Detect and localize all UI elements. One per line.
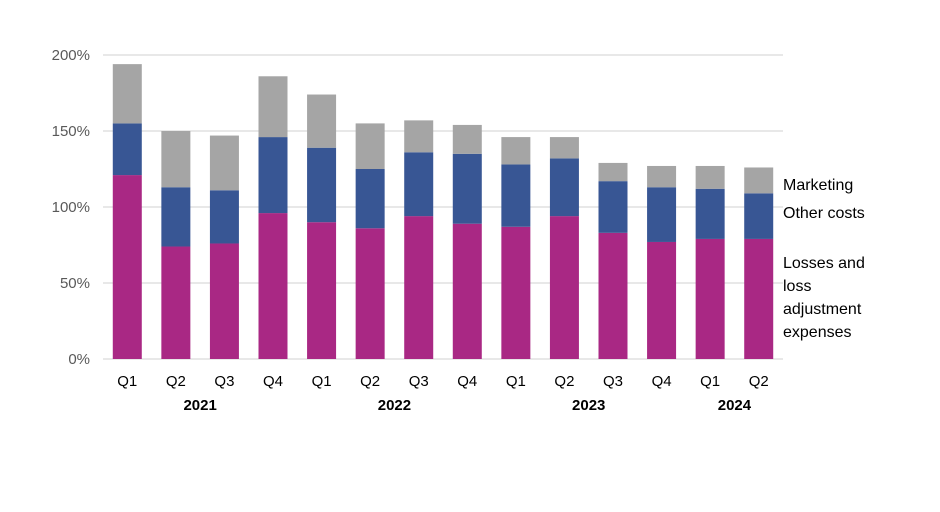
bar-segment-losses-and-loss-adjustment-expenses bbox=[112, 175, 142, 359]
bar-segment-losses-and-loss-adjustment-expenses bbox=[549, 216, 579, 359]
bar-segment-other-costs bbox=[452, 153, 482, 224]
year-labels: 2021 2022 2023 2024 bbox=[183, 397, 751, 414]
bar-segment-marketing bbox=[112, 64, 142, 124]
bar-segment-losses-and-loss-adjustment-expenses bbox=[355, 228, 385, 359]
bar-segment-losses-and-loss-adjustment-expenses bbox=[598, 232, 628, 359]
x-tick-label: Q4 bbox=[652, 373, 672, 390]
bar-segment-marketing bbox=[258, 76, 288, 138]
x-tick-label: Q3 bbox=[603, 373, 623, 390]
legend-entry: loss bbox=[783, 278, 811, 295]
year-label: 2023 bbox=[572, 397, 605, 414]
bar-segment-marketing bbox=[355, 123, 385, 169]
bar-segment-marketing bbox=[209, 135, 239, 191]
bar-segment-other-costs bbox=[404, 152, 434, 217]
x-tick-label: Q3 bbox=[409, 373, 429, 390]
year-label: 2021 bbox=[183, 397, 216, 414]
bars bbox=[112, 64, 774, 359]
bar-segment-losses-and-loss-adjustment-expenses bbox=[501, 226, 531, 359]
x-tick-label: Q2 bbox=[360, 373, 380, 390]
bar-segment-marketing bbox=[744, 167, 774, 194]
bar-segment-other-costs bbox=[112, 123, 142, 176]
x-tick-label: Q3 bbox=[214, 373, 234, 390]
bar-segment-other-costs bbox=[598, 181, 628, 233]
bar-segment-losses-and-loss-adjustment-expenses bbox=[452, 223, 482, 359]
bar-segment-other-costs bbox=[744, 193, 774, 239]
legend-entry: adjustment bbox=[783, 301, 862, 318]
bar-segment-other-costs bbox=[307, 147, 337, 223]
x-tick-label: Q2 bbox=[166, 373, 186, 390]
x-tick-label: Q1 bbox=[312, 373, 332, 390]
x-tick-label: Q1 bbox=[117, 373, 137, 390]
y-tick-label: 100% bbox=[52, 199, 90, 216]
x-tick-label: Q2 bbox=[554, 373, 574, 390]
y-tick-label: 150% bbox=[52, 123, 90, 140]
bar-segment-other-costs bbox=[161, 187, 191, 247]
bar-segment-marketing bbox=[549, 137, 579, 159]
year-label: 2024 bbox=[718, 397, 752, 414]
bar-segment-other-costs bbox=[258, 137, 288, 214]
legend-entry: Other costs bbox=[783, 205, 865, 222]
bar-segment-other-costs bbox=[695, 188, 725, 239]
bar-segment-other-costs bbox=[209, 190, 239, 244]
bar-segment-marketing bbox=[695, 165, 725, 189]
y-tick-label: 200% bbox=[52, 47, 90, 64]
bar-segment-other-costs bbox=[355, 169, 385, 229]
gridlines bbox=[103, 54, 783, 360]
bar-segment-losses-and-loss-adjustment-expenses bbox=[695, 238, 725, 359]
bar-segment-losses-and-loss-adjustment-expenses bbox=[161, 246, 191, 359]
y-tick-label: 50% bbox=[60, 275, 90, 292]
y-tick-label: 0% bbox=[68, 351, 90, 368]
bar-segment-marketing bbox=[404, 120, 434, 153]
x-tick-label: Q1 bbox=[506, 373, 526, 390]
x-tick-label: Q2 bbox=[749, 373, 769, 390]
year-label: 2022 bbox=[378, 397, 411, 414]
bar-segment-marketing bbox=[501, 137, 531, 165]
bar-segment-losses-and-loss-adjustment-expenses bbox=[647, 241, 677, 359]
bar-segment-marketing bbox=[161, 131, 191, 188]
bar-segment-marketing bbox=[598, 162, 628, 182]
legend: Losses and loss adjustment expenses Other co… bbox=[783, 177, 865, 341]
bar-segment-losses-and-loss-adjustment-expenses bbox=[209, 243, 239, 359]
y-axis-ticks: 0% 50% 100% 150% 200% bbox=[52, 47, 90, 368]
bar-segment-losses-and-loss-adjustment-expenses bbox=[404, 216, 434, 359]
legend-entry: expenses bbox=[783, 324, 852, 341]
bar-segment-other-costs bbox=[501, 164, 531, 227]
bar-segment-marketing bbox=[452, 124, 482, 154]
x-tick-label: Q4 bbox=[457, 373, 477, 390]
bar-segment-losses-and-loss-adjustment-expenses bbox=[307, 222, 337, 359]
bar-segment-marketing bbox=[647, 165, 677, 188]
x-tick-label: Q1 bbox=[700, 373, 720, 390]
bar-segment-losses-and-loss-adjustment-expenses bbox=[258, 213, 288, 359]
bar-segment-other-costs bbox=[549, 158, 579, 217]
x-tick-label: Q4 bbox=[263, 373, 283, 390]
legend-entry: Losses and bbox=[783, 255, 865, 272]
bar-segment-marketing bbox=[307, 94, 337, 148]
bar-segment-other-costs bbox=[647, 187, 677, 242]
x-axis-ticks: Q1 Q2 Q3 Q4 Q1 Q2 Q3 Q4 Q1 Q2 Q3 Q4 Q1 Q2 bbox=[117, 373, 768, 390]
legend-entry: Marketing bbox=[783, 177, 853, 194]
bar-segment-losses-and-loss-adjustment-expenses bbox=[744, 238, 774, 359]
